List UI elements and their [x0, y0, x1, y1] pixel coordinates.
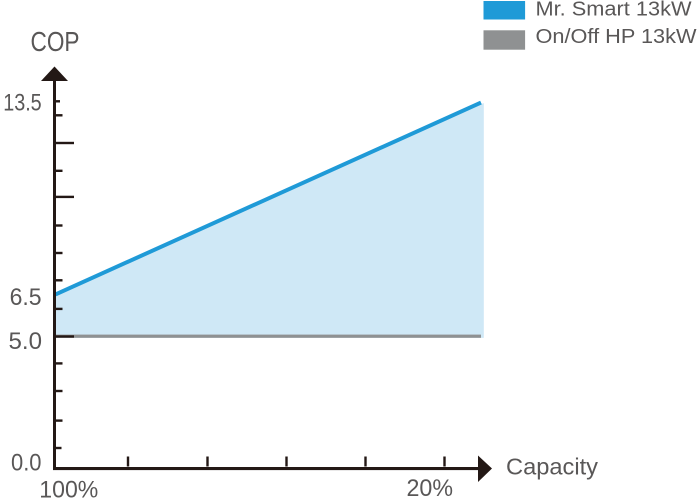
svg-text:5.0: 5.0: [9, 328, 43, 355]
svg-text:20%: 20%: [407, 475, 454, 499]
svg-text:Mr. Smart 13kW: Mr. Smart 13kW: [536, 0, 692, 21]
svg-text:0.0: 0.0: [11, 450, 42, 477]
svg-text:100%: 100%: [39, 477, 98, 499]
svg-text:Capacity: Capacity: [506, 454, 599, 480]
svg-text:On/Off HP 13kW: On/Off HP 13kW: [536, 26, 697, 48]
svg-text:COP: COP: [31, 26, 80, 57]
svg-text:6.5: 6.5: [10, 284, 42, 311]
svg-text:13.5: 13.5: [3, 90, 42, 117]
